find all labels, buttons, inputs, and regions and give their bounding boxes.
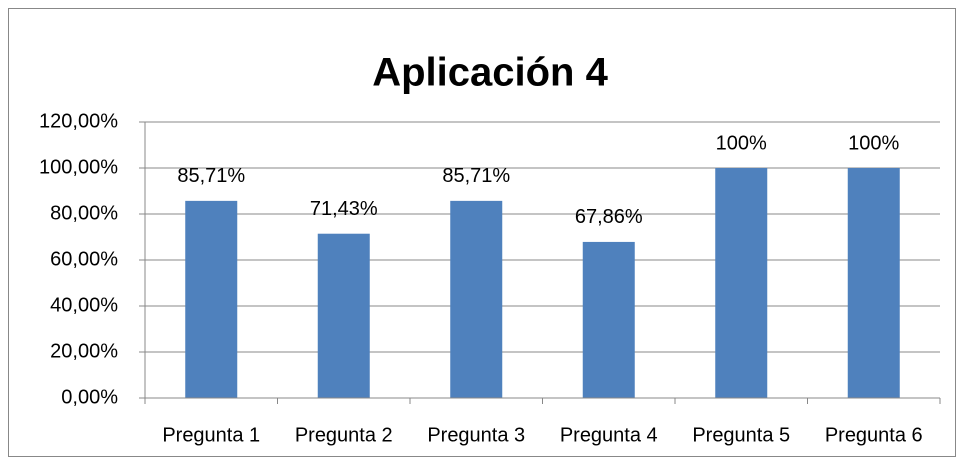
bar (847, 168, 900, 398)
data-label: 85,71% (442, 165, 510, 187)
bar (450, 200, 503, 398)
y-tick-label: 20,00% (50, 340, 118, 362)
data-label: 67,86% (575, 206, 643, 228)
y-tick-label: 80,00% (50, 202, 118, 224)
y-tick-label: 0,00% (61, 386, 118, 408)
data-label: 71,43% (310, 198, 378, 220)
data-label: 100% (848, 132, 899, 154)
y-tick-label: 120,00% (39, 110, 118, 132)
y-tick-label: 40,00% (50, 294, 118, 316)
data-label: 85,71% (177, 165, 245, 187)
x-tick-label: Pregunta 4 (560, 424, 658, 446)
y-tick-label: 100,00% (39, 156, 118, 178)
x-tick-label: Pregunta 2 (295, 424, 393, 446)
y-tick-label: 60,00% (50, 248, 118, 270)
x-tick-label: Pregunta 1 (162, 424, 260, 446)
bar (185, 200, 238, 398)
data-label: 100% (716, 132, 767, 154)
x-tick-label: Pregunta 5 (692, 424, 790, 446)
x-tick-label: Pregunta 3 (427, 424, 525, 446)
bar (317, 233, 370, 398)
x-tick-label: Pregunta 6 (825, 424, 923, 446)
bar (715, 168, 768, 398)
bar (582, 241, 635, 398)
chart-title: Aplicación 4 (372, 51, 608, 95)
